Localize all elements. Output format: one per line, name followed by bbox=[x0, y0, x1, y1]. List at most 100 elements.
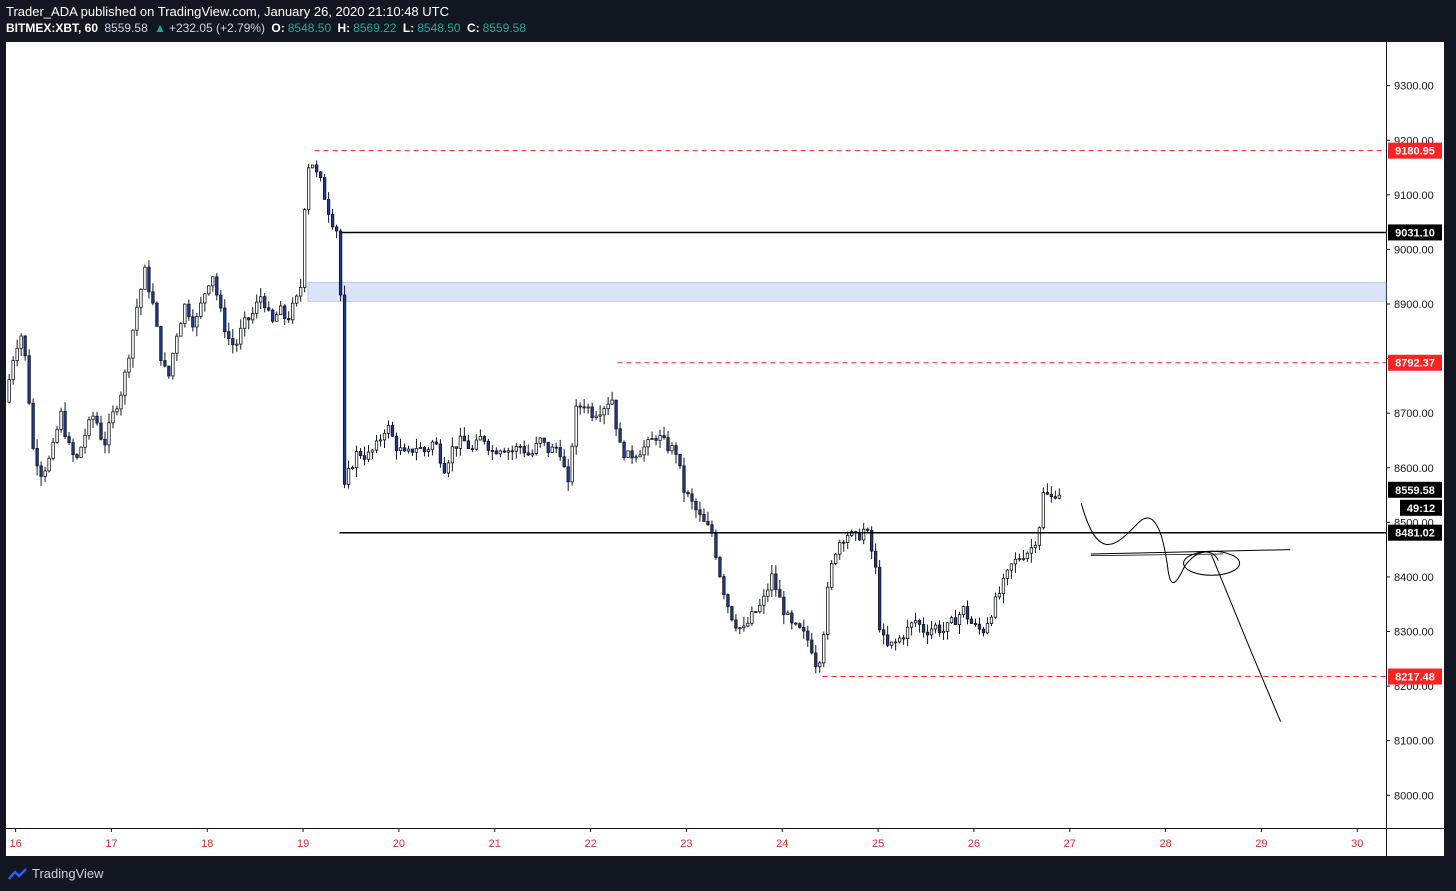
candle-body bbox=[750, 611, 754, 624]
candle-body bbox=[275, 314, 279, 322]
candle-body bbox=[1025, 552, 1030, 559]
candle-body bbox=[670, 445, 674, 452]
candle-body bbox=[31, 402, 35, 449]
candle-body bbox=[378, 439, 383, 442]
price-chart[interactable]: 8000.008100.008200.008300.008400.008500.… bbox=[6, 42, 1450, 857]
time-tick-label: 26 bbox=[968, 838, 980, 850]
candle-body bbox=[566, 466, 570, 483]
candle-body bbox=[183, 303, 187, 325]
candle-body bbox=[889, 641, 894, 646]
close-label: C: bbox=[466, 21, 480, 35]
candle-body bbox=[977, 623, 982, 630]
candle-body bbox=[438, 443, 443, 464]
level-price-label: 9031.10 bbox=[1395, 227, 1435, 239]
time-tick-label: 19 bbox=[297, 838, 309, 850]
candle-body bbox=[794, 622, 798, 625]
candle-body bbox=[574, 405, 578, 447]
candle-body bbox=[838, 541, 842, 555]
candle-body bbox=[1045, 492, 1050, 495]
candle-body bbox=[989, 616, 994, 624]
chart-header: Trader_ADA published on TradingView.com,… bbox=[0, 0, 1456, 42]
candle-body bbox=[538, 437, 542, 444]
candle-body bbox=[874, 550, 878, 568]
candle-body bbox=[658, 435, 662, 441]
projection-drop bbox=[1211, 554, 1282, 722]
candle-body bbox=[594, 415, 598, 418]
candle-body bbox=[590, 406, 594, 418]
candle-body bbox=[746, 622, 750, 627]
open-label: O: bbox=[271, 21, 285, 35]
candle-body bbox=[718, 557, 722, 577]
time-tick-label: 16 bbox=[9, 838, 21, 850]
candle-body bbox=[818, 662, 822, 668]
change-value: +232.05 (+2.79%) bbox=[168, 21, 266, 35]
candle-body bbox=[850, 531, 854, 537]
tradingview-logo-icon[interactable] bbox=[8, 867, 28, 881]
candle-body bbox=[702, 514, 706, 522]
last-price-badge bbox=[1388, 481, 1442, 498]
time-tick-label: 22 bbox=[584, 838, 596, 850]
candle-body bbox=[714, 532, 718, 558]
candle-body bbox=[762, 595, 766, 606]
time-tick-label: 30 bbox=[1351, 838, 1363, 850]
low-value: 8548.50 bbox=[417, 21, 461, 35]
level-price-badge bbox=[1388, 224, 1442, 241]
candle-body bbox=[430, 441, 435, 451]
candle-body bbox=[1037, 527, 1042, 546]
candle-body bbox=[354, 451, 359, 469]
candle-body bbox=[937, 624, 942, 634]
candle-body bbox=[1001, 577, 1006, 594]
candle-body bbox=[997, 593, 1002, 598]
candle-body bbox=[846, 535, 850, 543]
candle-body bbox=[582, 406, 586, 409]
candle-body bbox=[223, 307, 227, 333]
price-tick-label: 8000.00 bbox=[1394, 790, 1434, 802]
candle-body bbox=[554, 446, 558, 449]
symbol-label[interactable]: BITMEX:XBT, 60 bbox=[6, 21, 99, 35]
candle-body bbox=[450, 446, 455, 464]
candle-body bbox=[562, 456, 566, 468]
candle-body bbox=[802, 627, 806, 632]
candle-body bbox=[127, 357, 131, 373]
candle-body bbox=[334, 226, 339, 232]
candle-body bbox=[985, 623, 990, 634]
candle-body bbox=[287, 318, 291, 321]
candle-body bbox=[734, 619, 738, 629]
candle-body bbox=[350, 467, 355, 470]
candle-body bbox=[870, 529, 874, 552]
candle-body bbox=[758, 604, 762, 613]
candle-body bbox=[7, 379, 11, 403]
candle-body bbox=[374, 440, 379, 451]
candle-body bbox=[630, 450, 634, 459]
candle-body bbox=[27, 355, 31, 404]
candle-body bbox=[858, 532, 862, 541]
candle-body bbox=[917, 620, 922, 625]
candle-body bbox=[227, 331, 231, 339]
candle-body bbox=[650, 438, 654, 441]
countdown-label: 49:12 bbox=[1407, 503, 1435, 515]
candle-body bbox=[434, 441, 439, 445]
candle-body bbox=[23, 335, 27, 357]
candle-body bbox=[586, 406, 590, 409]
candle-body bbox=[394, 435, 399, 451]
candle-body bbox=[654, 438, 658, 441]
candle-body bbox=[542, 437, 546, 443]
candle-body bbox=[15, 347, 19, 361]
candle-body bbox=[314, 164, 319, 173]
time-tick-label: 23 bbox=[680, 838, 692, 850]
candle-body bbox=[806, 630, 810, 641]
candle-body bbox=[909, 622, 914, 628]
candle-body bbox=[326, 198, 331, 215]
price-tick-label: 8400.00 bbox=[1394, 572, 1434, 584]
brand-name[interactable]: TradingView bbox=[32, 866, 104, 881]
candle-body bbox=[957, 614, 962, 625]
last-price-label: 8559.58 bbox=[1395, 485, 1435, 497]
candle-body bbox=[295, 295, 299, 304]
candle-body bbox=[71, 442, 75, 455]
candle-body bbox=[742, 625, 746, 629]
candle-body bbox=[446, 462, 451, 474]
candle-body bbox=[486, 440, 490, 451]
candle-body bbox=[442, 462, 447, 474]
candle-body bbox=[55, 428, 59, 443]
candle-body bbox=[370, 449, 375, 453]
